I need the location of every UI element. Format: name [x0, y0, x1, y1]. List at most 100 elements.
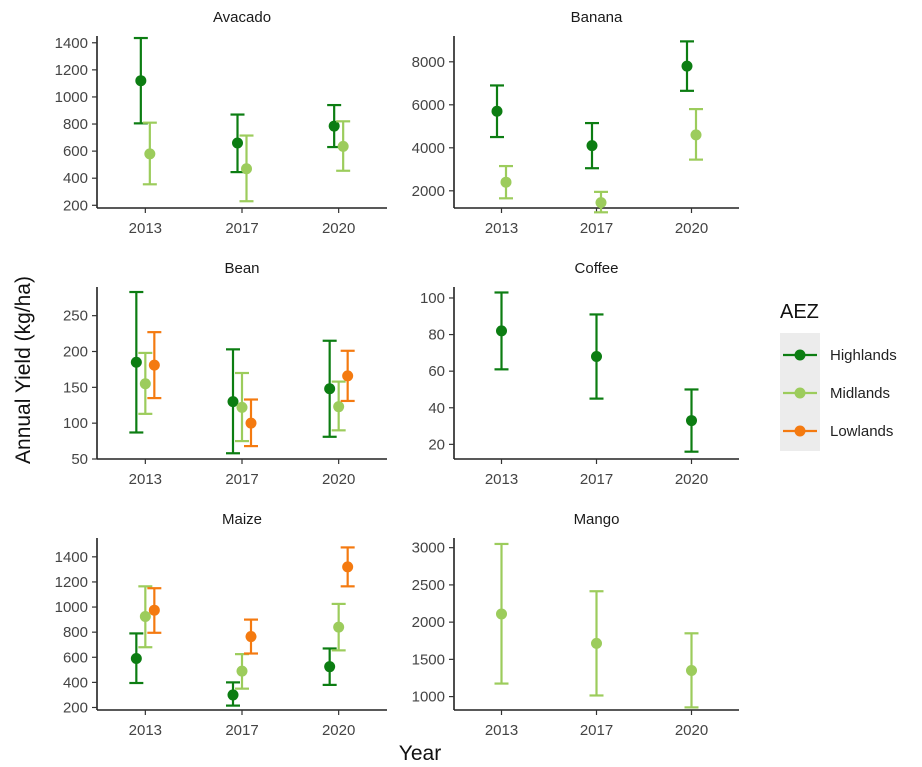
legend-key-point	[794, 349, 806, 361]
errorbar-lowlands-2017	[244, 618, 258, 655]
y-tick-label: 800	[63, 116, 88, 133]
y-tick-label: 40	[428, 400, 445, 417]
y-tick-label: 20	[428, 436, 445, 453]
errorbar-midlands-2013	[138, 585, 153, 649]
errorbar-lowlands-2013	[147, 331, 162, 400]
mean-point	[586, 140, 598, 152]
mean-point	[227, 396, 239, 408]
y-tick-label: 200	[63, 344, 88, 361]
facet-title-bean: Bean	[224, 260, 259, 277]
legend-label-midlands: Midlands	[830, 385, 890, 402]
facet-maize: Maize 200 400 600 800 1000 1200 1400 2013 2017 202…	[55, 511, 387, 739]
mean-point	[686, 415, 697, 427]
y-tick-label: 1000	[55, 599, 88, 616]
mean-point	[333, 401, 345, 413]
facet-bean: Bean 50 100 150 200 250 2013 2017 2020	[63, 260, 387, 488]
y-tick-label: 250	[63, 308, 88, 325]
x-tick-label: 2013	[129, 471, 162, 488]
errorbar-highlands-2017	[589, 313, 604, 400]
y-tick-label: 1200	[55, 62, 88, 79]
y-tick-label: 80	[428, 327, 445, 344]
mean-point	[324, 661, 336, 673]
mean-point	[591, 637, 602, 649]
mean-point	[690, 129, 702, 141]
errorbar-highlands-2013	[129, 632, 144, 685]
errorbar-highlands-2017	[226, 348, 240, 455]
facet-avacado: Avacado 200 400 600 800 1000 1200 1400 2013 2017 2…	[55, 9, 387, 237]
errorbar-highlands-2013	[490, 84, 504, 139]
x-tick-label: 2020	[675, 722, 708, 739]
mean-point	[681, 60, 693, 72]
x-tick-label: 2017	[580, 722, 613, 739]
y-tick-label: 1200	[55, 574, 88, 591]
mean-point	[241, 163, 252, 175]
x-axis-title: Year	[399, 742, 441, 765]
mean-point	[144, 148, 156, 160]
mean-point	[139, 378, 151, 390]
y-tick-label: 50	[71, 451, 88, 468]
mean-point	[496, 325, 507, 337]
errorbar-highlands-2013	[133, 36, 148, 125]
facet-title-mango: Mango	[574, 511, 620, 528]
y-tick-label: 2000	[412, 183, 445, 200]
errorbar-lowlands-2013	[147, 587, 162, 634]
y-tick-label: 6000	[412, 97, 445, 114]
y-tick-label: 2500	[412, 577, 445, 594]
legend-entry-lowlands: Lowlands	[783, 423, 893, 440]
errorbar-midlands-2013	[499, 164, 513, 200]
facet-mango: Mango 1000 1500 2000 2500 3000 2013 2017 2020	[412, 511, 739, 739]
mean-point	[342, 561, 354, 573]
mean-point	[500, 176, 512, 188]
errorbar-highlands-2020	[680, 40, 694, 92]
mean-point	[130, 653, 142, 665]
x-tick-label: 2013	[129, 220, 162, 237]
errorbar-midlands-2020	[336, 120, 351, 172]
x-tick-label: 2020	[675, 471, 708, 488]
mean-point	[328, 120, 340, 132]
errorbar-highlands-2020	[322, 647, 337, 686]
mean-point	[148, 359, 160, 371]
legend: AEZ Highlands Midlands Lowlands	[780, 301, 897, 451]
x-tick-label: 2017	[225, 722, 258, 739]
mean-point	[686, 665, 697, 677]
y-tick-label: 60	[428, 363, 445, 380]
errorbar-midlands-2013	[142, 121, 157, 186]
x-tick-label: 2017	[580, 220, 613, 237]
legend-key-point	[794, 387, 806, 399]
y-tick-label: 1000	[55, 89, 88, 106]
legend-entries: Highlands Midlands Lowlands	[783, 347, 897, 440]
errorbar-midlands-2020	[684, 632, 699, 709]
errorbar-lowlands-2020	[340, 546, 355, 588]
mean-point	[135, 75, 147, 87]
errorbar-midlands-2017	[235, 653, 249, 690]
errorbar-highlands-2020	[322, 339, 337, 438]
facet-title-avacado: Avacado	[213, 9, 271, 26]
facet-panels: Avacado 200 400 600 800 1000 1200 1400 2013 2017 2…	[55, 9, 739, 739]
y-tick-label: 100	[63, 415, 88, 432]
legend-entry-highlands: Highlands	[783, 347, 897, 364]
legend-key-point	[794, 425, 806, 437]
mean-point	[342, 370, 354, 382]
errorbar-highlands-2017	[230, 113, 245, 174]
errorbar-highlands-2013	[494, 291, 509, 371]
errorbar-midlands-2020	[689, 107, 703, 161]
y-tick-label: 800	[63, 624, 88, 641]
errorbar-highlands-2017	[226, 681, 240, 707]
mean-point	[232, 137, 243, 149]
y-tick-label: 200	[63, 699, 88, 716]
y-tick-label: 200	[63, 197, 88, 214]
y-tick-label: 1400	[55, 35, 88, 52]
legend-label-lowlands: Lowlands	[830, 423, 893, 440]
errorbar-highlands-2020	[684, 388, 699, 453]
legend-label-highlands: Highlands	[830, 347, 897, 364]
facet-banana: Banana 2000 4000 6000 8000 2013 2017 2020	[412, 9, 739, 237]
facet-title-maize: Maize	[222, 511, 262, 528]
mean-point	[491, 105, 503, 117]
mean-point	[591, 351, 602, 363]
y-axis-title: Annual Yield (kg/ha)	[12, 276, 35, 464]
x-tick-label: 2020	[322, 722, 355, 739]
mean-point	[139, 610, 151, 622]
x-tick-label: 2013	[129, 722, 162, 739]
errorbar-lowlands-2020	[340, 349, 355, 403]
